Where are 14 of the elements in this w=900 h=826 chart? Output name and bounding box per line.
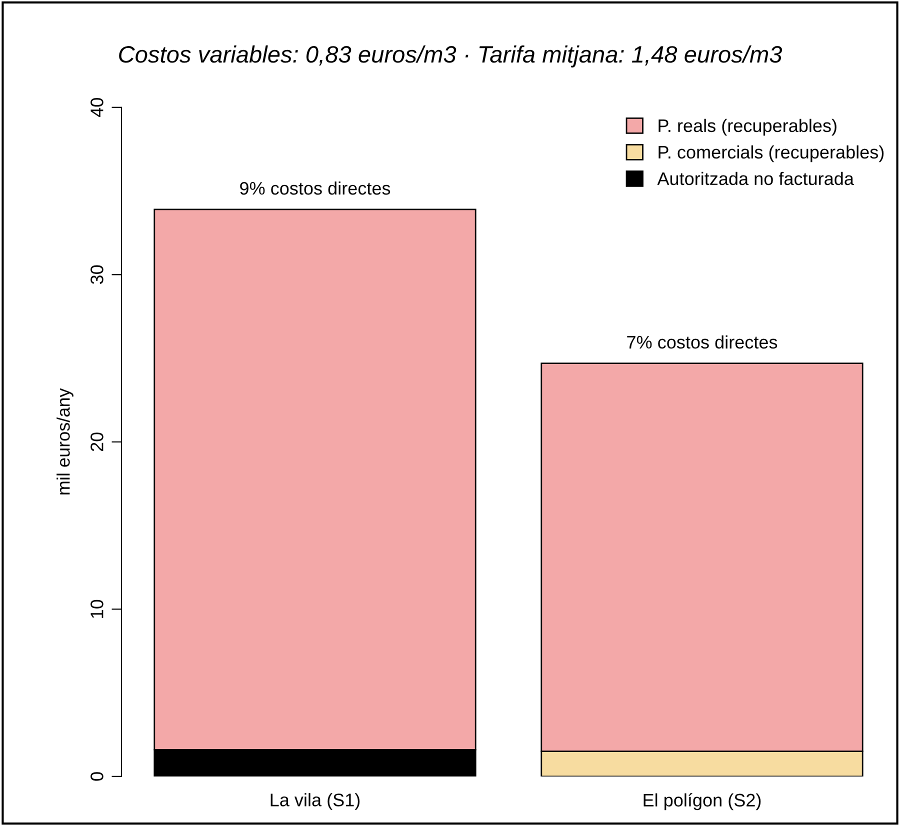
x-tick-label: La vila (S1) [270, 793, 360, 810]
y-tick-label: 0 [90, 772, 104, 781]
annotation: 9% costos directes [240, 181, 390, 195]
x-tick-label: El polígon (S2) [644, 793, 761, 810]
legend-label: P. reals (recuperables) [658, 118, 836, 136]
legend-label: P. comercials (recuperables) [658, 145, 884, 162]
annotation: 7% costos directes [627, 335, 778, 349]
y-tick-label: 10 [90, 600, 104, 618]
y-axis-title: mil euros/any [56, 388, 74, 494]
legend-label: Autoritzada no facturada [657, 172, 854, 186]
chart-title: Costos variables: 0,83 euros/m3 · Tarifa mitjana: 1,48 euros/m3 [119, 45, 782, 68]
y-tick-label: 20 [90, 432, 104, 452]
y-tick-label: 40 [90, 98, 104, 118]
y-tick-label: 30 [90, 265, 104, 284]
